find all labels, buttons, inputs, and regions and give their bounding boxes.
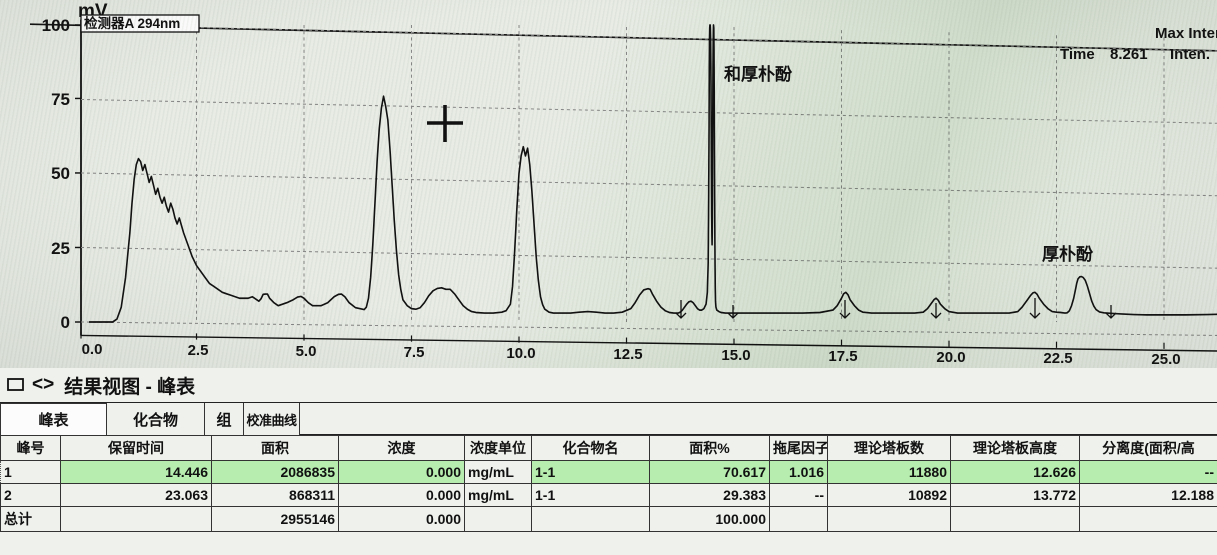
svg-text:10.0: 10.0 — [506, 345, 535, 362]
svg-text:8.261: 8.261 — [1110, 46, 1148, 63]
svg-text:厚朴酚: 厚朴酚 — [1042, 244, 1094, 264]
svg-text:Inten.: Inten. — [1170, 46, 1210, 63]
svg-text:22.5: 22.5 — [1043, 350, 1072, 367]
svg-text:7.5: 7.5 — [404, 344, 425, 361]
svg-text:25: 25 — [51, 239, 70, 258]
svg-text:75: 75 — [51, 90, 70, 109]
svg-text:12.5: 12.5 — [613, 346, 642, 363]
svg-text:15.0: 15.0 — [721, 347, 750, 364]
svg-text:0: 0 — [61, 313, 70, 332]
svg-text:0.0: 0.0 — [82, 341, 103, 358]
svg-text:和厚朴酚: 和厚朴酚 — [724, 64, 793, 84]
svg-text:17.5: 17.5 — [828, 348, 857, 365]
svg-text:Time: Time — [1060, 46, 1095, 63]
svg-text:100: 100 — [42, 16, 70, 35]
svg-text:20.0: 20.0 — [936, 349, 965, 366]
svg-text:Max Intens: Max Intens — [1155, 25, 1217, 42]
svg-text:检测器A 294nm: 检测器A 294nm — [84, 15, 180, 31]
svg-text:2.5: 2.5 — [188, 342, 209, 359]
svg-text:25.0: 25.0 — [1151, 351, 1180, 368]
svg-text:50: 50 — [51, 164, 70, 183]
svg-text:5.0: 5.0 — [296, 343, 317, 360]
